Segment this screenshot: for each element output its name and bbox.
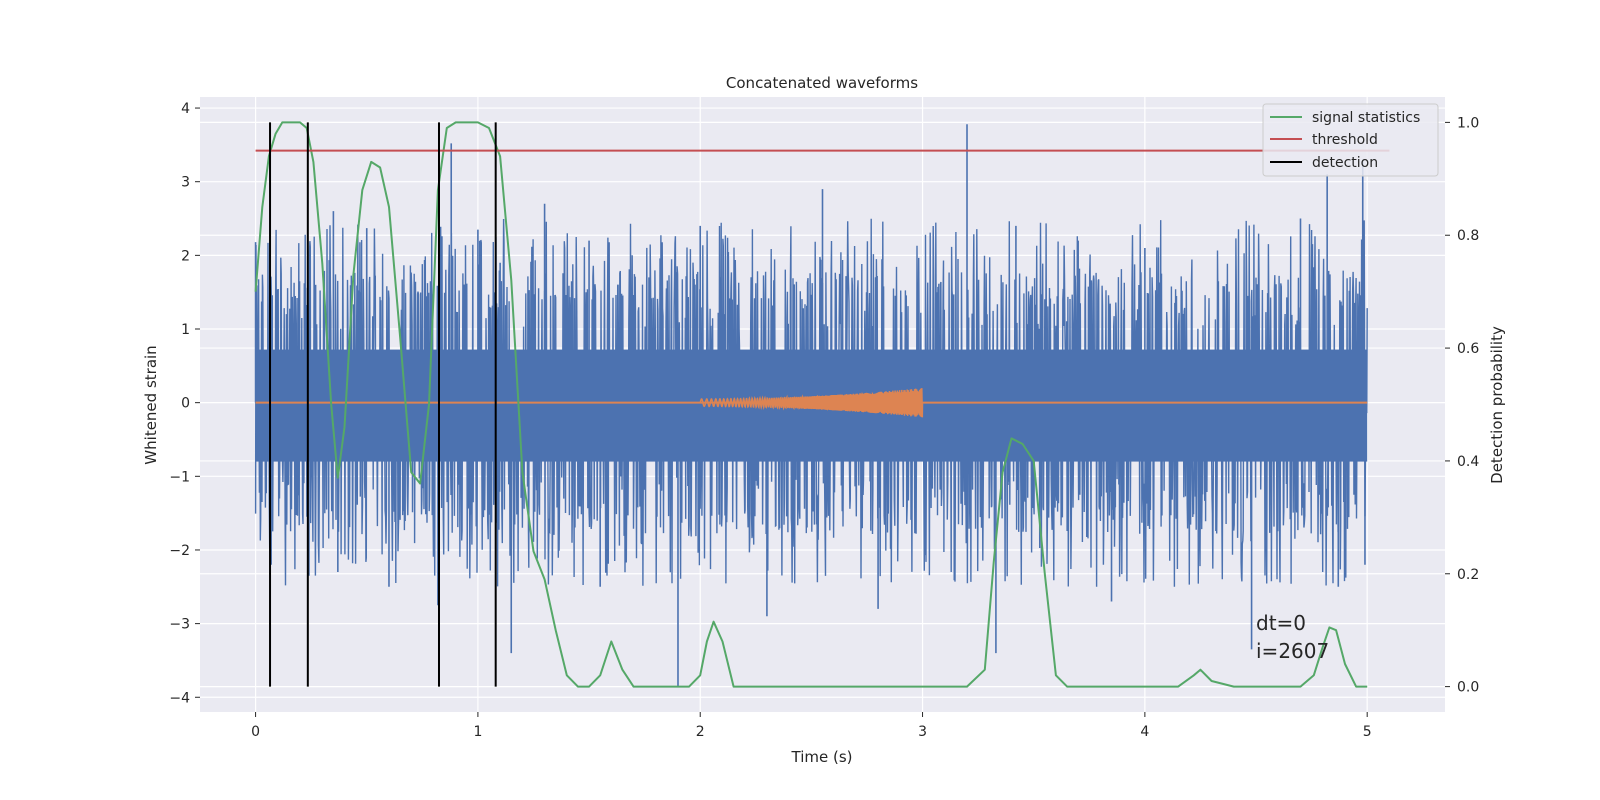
- y-tick-label: −3: [169, 617, 190, 633]
- y2-tick-label: 1.0: [1457, 115, 1479, 131]
- y-tick-label: 3: [181, 175, 190, 191]
- legend-label-detection: detection: [1312, 155, 1378, 171]
- chart-title: Concatenated waveforms: [726, 74, 918, 92]
- y-tick-label: −2: [169, 543, 190, 559]
- x-axis-label: Time (s): [791, 748, 853, 766]
- y2-tick-label: 0.8: [1457, 228, 1479, 244]
- x-tick-label: 0: [251, 724, 260, 740]
- legend-box: [1262, 103, 1439, 177]
- x-tick-label: 2: [696, 724, 705, 740]
- y2-tick-label: 0.0: [1457, 680, 1479, 696]
- y-axis-ticks: −4 −3 −2 −1 0 1 2 3 4: [169, 101, 200, 706]
- y2-tick-label: 0.6: [1457, 341, 1479, 357]
- signal-statistics-series: [254, 121, 1368, 688]
- x-tick-label: 3: [918, 724, 927, 740]
- detection-series: [269, 122, 497, 687]
- y2-axis-ticks: 0.0 0.2 0.4 0.6 0.8 1.0: [1445, 115, 1479, 696]
- waveform-chirp: [699, 388, 924, 418]
- legend-label-threshold: threshold: [1312, 132, 1378, 148]
- legend: signal statistics threshold detection: [1262, 103, 1439, 177]
- y2-tick-label: 0.2: [1457, 567, 1479, 583]
- strain-trace: [254, 218, 1368, 587]
- injected-waveform-series: [255, 388, 1368, 418]
- x-axis-ticks: 0 1 2 3 4 5: [251, 712, 1372, 740]
- y-tick-label: 2: [181, 248, 190, 264]
- y-tick-label: −4: [169, 690, 190, 706]
- y-tick-label: 0: [181, 396, 190, 412]
- x-tick-label: 1: [473, 724, 482, 740]
- annotation-dt: dt=0: [1256, 611, 1306, 635]
- annotation-index: i=2607: [1256, 639, 1329, 663]
- y-tick-label: 1: [181, 322, 190, 338]
- y2-tick-label: 0.4: [1457, 454, 1479, 470]
- x-tick-label: 5: [1363, 724, 1372, 740]
- y-tick-label: 4: [181, 101, 190, 117]
- annotation: dt=0 i=2607: [1256, 611, 1329, 663]
- y-axis-label: Whitened strain: [142, 345, 160, 464]
- y2-axis-label: Detection probability: [1488, 326, 1506, 484]
- signal-statistics-line: [254, 121, 1368, 688]
- legend-label-signal: signal statistics: [1312, 110, 1420, 126]
- y-tick-label: −1: [169, 469, 190, 485]
- x-tick-label: 4: [1140, 724, 1149, 740]
